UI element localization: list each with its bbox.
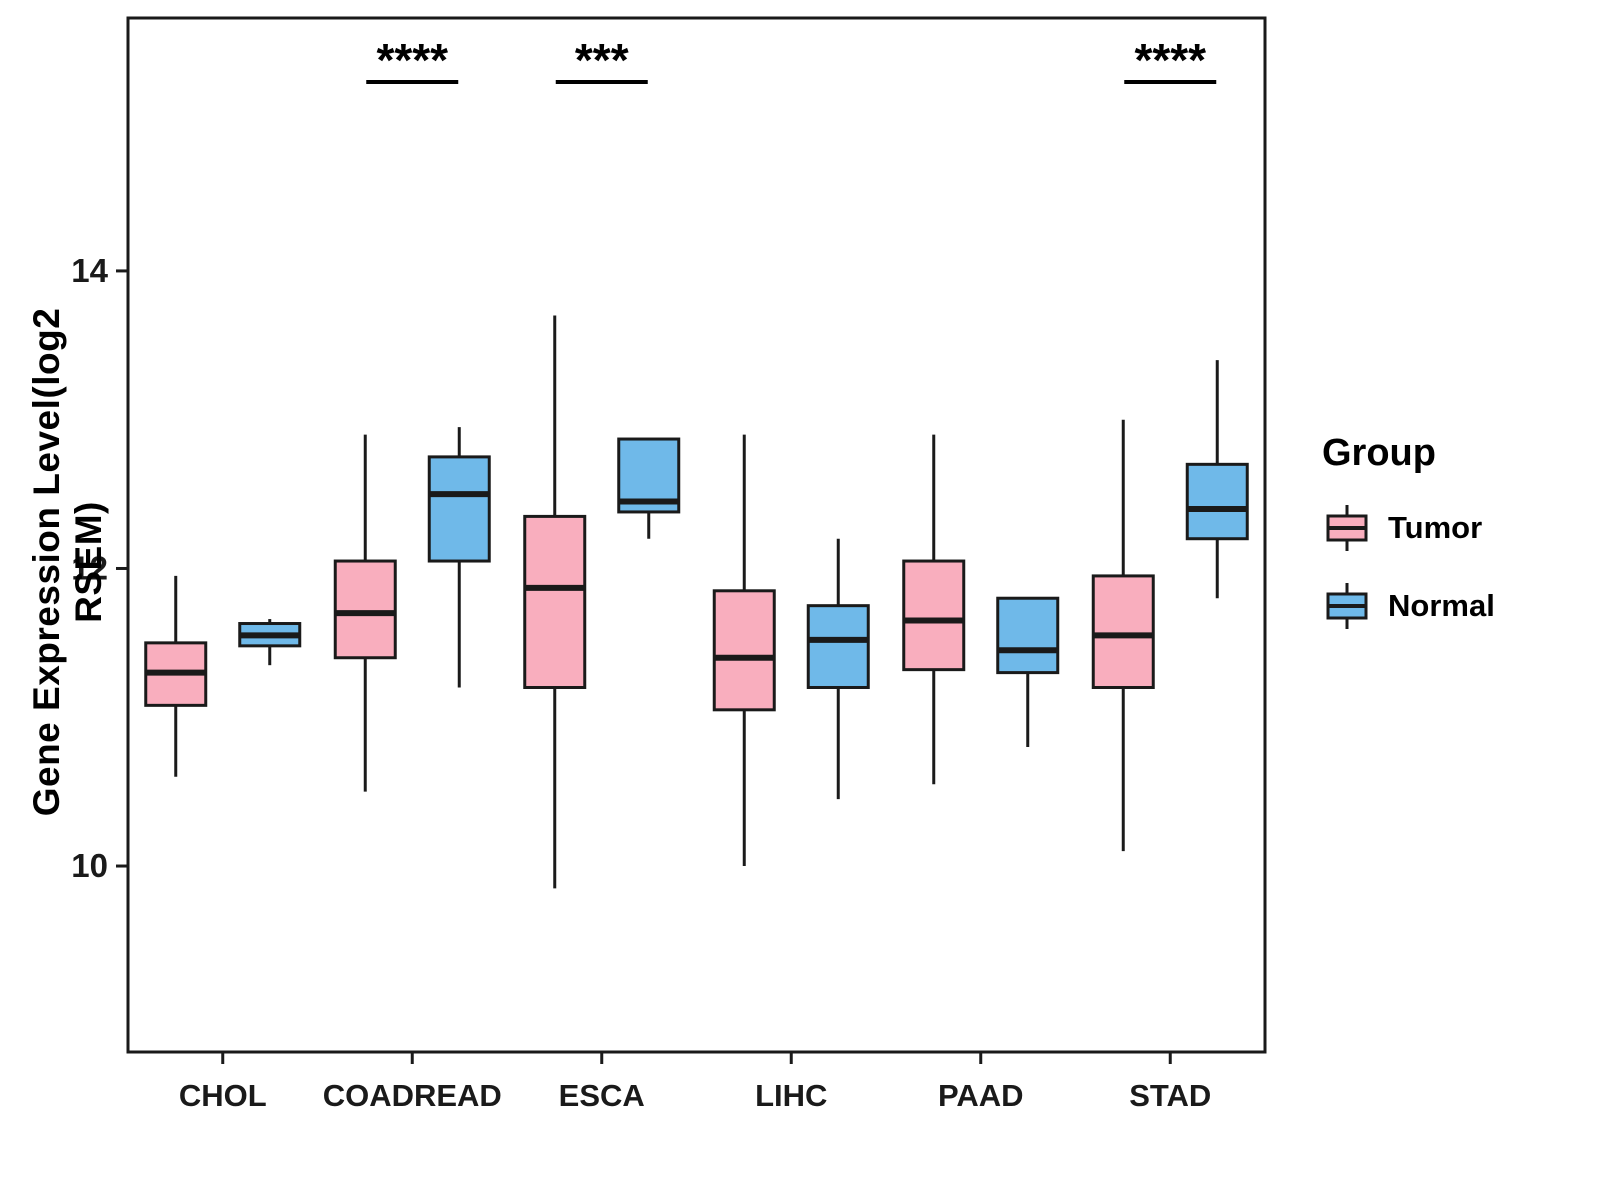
- y-tick-label: 10: [71, 847, 108, 884]
- x-category-label: ESCA: [559, 1078, 645, 1113]
- significance-stars-ESCA: ***: [575, 34, 629, 86]
- legend-label-tumor: Tumor: [1388, 510, 1483, 545]
- legend: Group Tumor Normal: [1322, 432, 1495, 657]
- tumor-boxplot-key-icon: [1326, 505, 1368, 551]
- y-tick-label: 12: [71, 549, 108, 586]
- normal-box-STAD: [1185, 462, 1249, 541]
- plot-panel-border: [126, 16, 1267, 1054]
- normal-box-LIHC: [806, 604, 870, 689]
- legend-label-normal: Normal: [1388, 588, 1495, 623]
- x-category-label: CHOL: [179, 1078, 267, 1113]
- normal-boxplot-key-icon: [1326, 583, 1368, 629]
- tumor-box-COADREAD: [333, 559, 397, 660]
- x-category-label: COADREAD: [323, 1078, 502, 1113]
- x-category-label: LIHC: [755, 1078, 827, 1113]
- significance-stars-COADREAD: ****: [376, 34, 448, 86]
- tumor-box-STAD: [1091, 574, 1155, 689]
- tumor-box-LIHC: [712, 589, 776, 712]
- x-category-label: STAD: [1129, 1078, 1211, 1113]
- legend-entry-normal: Normal: [1322, 579, 1495, 633]
- y-axis-title: Gene Expression Level(log2 RSEM): [26, 307, 109, 817]
- legend-title: Group: [1322, 432, 1436, 474]
- y-tick-label: 14: [71, 252, 108, 289]
- normal-box-PAAD: [996, 596, 1060, 675]
- significance-stars-STAD: ****: [1134, 34, 1206, 86]
- normal-box-COADREAD: [427, 455, 491, 563]
- x-category-label: PAAD: [938, 1078, 1024, 1113]
- tumor-box-PAAD: [902, 559, 966, 672]
- tumor-box-ESCA: [523, 514, 587, 689]
- legend-entry-tumor: Tumor: [1322, 501, 1495, 555]
